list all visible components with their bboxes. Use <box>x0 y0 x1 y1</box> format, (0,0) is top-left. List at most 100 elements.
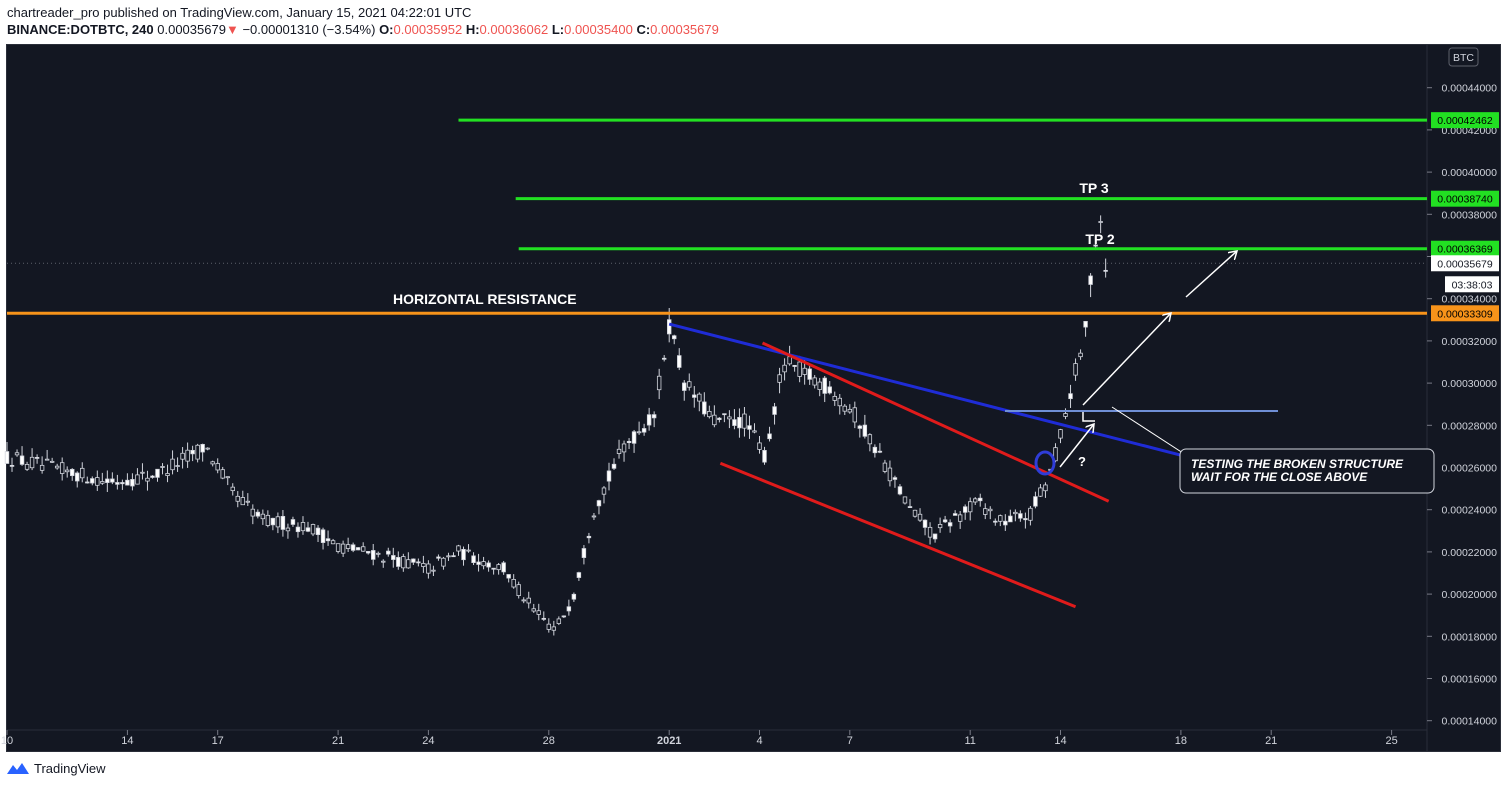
candle-body <box>1018 513 1023 519</box>
time-axis[interactable]: 10 14 17 21 24 28 2021 4 7 11 14 18 21 25 <box>1 730 1398 747</box>
candle-body <box>687 381 692 388</box>
candle-body <box>661 357 667 360</box>
candle-body <box>240 497 245 506</box>
candle-body <box>451 555 456 558</box>
candle-body <box>1043 484 1048 492</box>
candle-body <box>401 556 406 569</box>
level-badge-0 <box>1431 112 1499 129</box>
candle-body <box>230 486 235 492</box>
level-badge-label: 0.00042462 <box>1437 115 1493 127</box>
candle-body <box>105 478 110 483</box>
candle-body <box>541 617 546 620</box>
candle-body <box>697 393 702 402</box>
candle-body <box>672 335 677 340</box>
candle-body <box>54 465 60 469</box>
candle-body <box>802 367 807 375</box>
chart-panel[interactable] <box>6 44 1501 752</box>
x-tick-label: 11 <box>964 735 975 747</box>
candle-body <box>591 515 597 518</box>
candles <box>4 215 1108 636</box>
x-tick-label: 24 <box>422 735 434 747</box>
y-tick-label: 0.00022000 <box>1442 547 1498 559</box>
candle-body <box>295 526 301 533</box>
price-badges: 0.00042462 0.00038740 0.00036369 0.00033309… <box>1431 112 1499 322</box>
candle-body <box>225 476 230 479</box>
candle-body <box>426 563 431 574</box>
candle-body <box>376 552 381 555</box>
candle-body <box>912 509 918 517</box>
retest-bracket <box>1082 412 1095 422</box>
candle-body <box>1088 275 1093 285</box>
candle-body <box>170 458 175 471</box>
callout-box <box>1179 448 1435 494</box>
x-tick-label: 25 <box>1385 735 1397 747</box>
y-tick-label: 0.00020000 <box>1442 589 1498 601</box>
candle-body <box>581 548 587 558</box>
candle-body <box>70 468 75 477</box>
candle-body <box>115 482 120 485</box>
x-tick-label: 28 <box>543 735 555 747</box>
candle-body <box>656 375 662 391</box>
candle-body <box>200 443 205 453</box>
candle-body <box>110 478 115 483</box>
candle-body <box>95 477 100 486</box>
price-axis[interactable]: 0.000440000.000420000.000400000.00038000… <box>1427 47 1498 728</box>
level-badge-1 <box>1431 190 1499 207</box>
candle-body <box>1003 520 1008 526</box>
candle-body <box>797 361 802 377</box>
candle-body <box>832 395 837 401</box>
candle-body <box>712 414 717 426</box>
candle-body <box>772 406 777 415</box>
y-tick-label: 0.00030000 <box>1442 378 1498 390</box>
candle-body <box>19 455 25 465</box>
candle-body <box>360 546 366 552</box>
callout-line-2: WAIT FOR THE CLOSE ABOVE <box>1191 470 1368 484</box>
candle-body <box>135 474 140 485</box>
candle-body <box>978 497 983 502</box>
candle-body <box>340 543 346 554</box>
candle-body <box>39 464 45 471</box>
candle-body <box>722 413 727 416</box>
candle-body <box>496 564 501 571</box>
candle-body <box>150 475 155 478</box>
candle-body <box>962 506 968 513</box>
resistance-label: HORIZONTAL RESISTANCE <box>393 291 577 307</box>
candle-body <box>411 558 416 563</box>
candle-body <box>907 506 913 508</box>
open-label: O: <box>379 22 394 37</box>
candle-body <box>325 538 331 542</box>
close-value: 0.00035679 <box>650 22 719 37</box>
candle-body <box>752 430 757 433</box>
candle-body <box>476 561 481 565</box>
candle-body <box>852 407 858 423</box>
current-price-badge <box>1431 255 1499 272</box>
level-badge-2 <box>1431 240 1499 257</box>
candle-body <box>355 547 361 551</box>
currency-label: BTC <box>1453 52 1474 64</box>
candle-body <box>175 465 180 467</box>
candle-body <box>125 479 130 486</box>
publisher-line: chartreader_pro published on TradingView… <box>7 5 472 20</box>
candle-body <box>80 467 85 479</box>
candle-body <box>682 382 687 391</box>
candle-body <box>4 451 10 464</box>
y-tick-label: 0.00032000 <box>1442 336 1498 348</box>
brand-name: TradingView <box>34 761 106 776</box>
candle-body <box>621 443 627 453</box>
countdown-badge <box>1445 276 1499 293</box>
candle-body <box>130 479 135 487</box>
candle-body <box>626 441 632 444</box>
candle-body <box>531 608 536 612</box>
candle-body <box>305 527 311 532</box>
candle-body <box>155 468 160 478</box>
candle-body <box>837 397 842 407</box>
candle-body <box>968 501 973 513</box>
candle-body <box>190 449 195 455</box>
candle-body <box>1058 429 1063 439</box>
candle-body <box>902 496 908 504</box>
tradingview-logo-icon <box>7 762 29 774</box>
candle-body <box>842 405 847 412</box>
candle-body <box>732 419 737 426</box>
candle-body <box>667 319 672 335</box>
